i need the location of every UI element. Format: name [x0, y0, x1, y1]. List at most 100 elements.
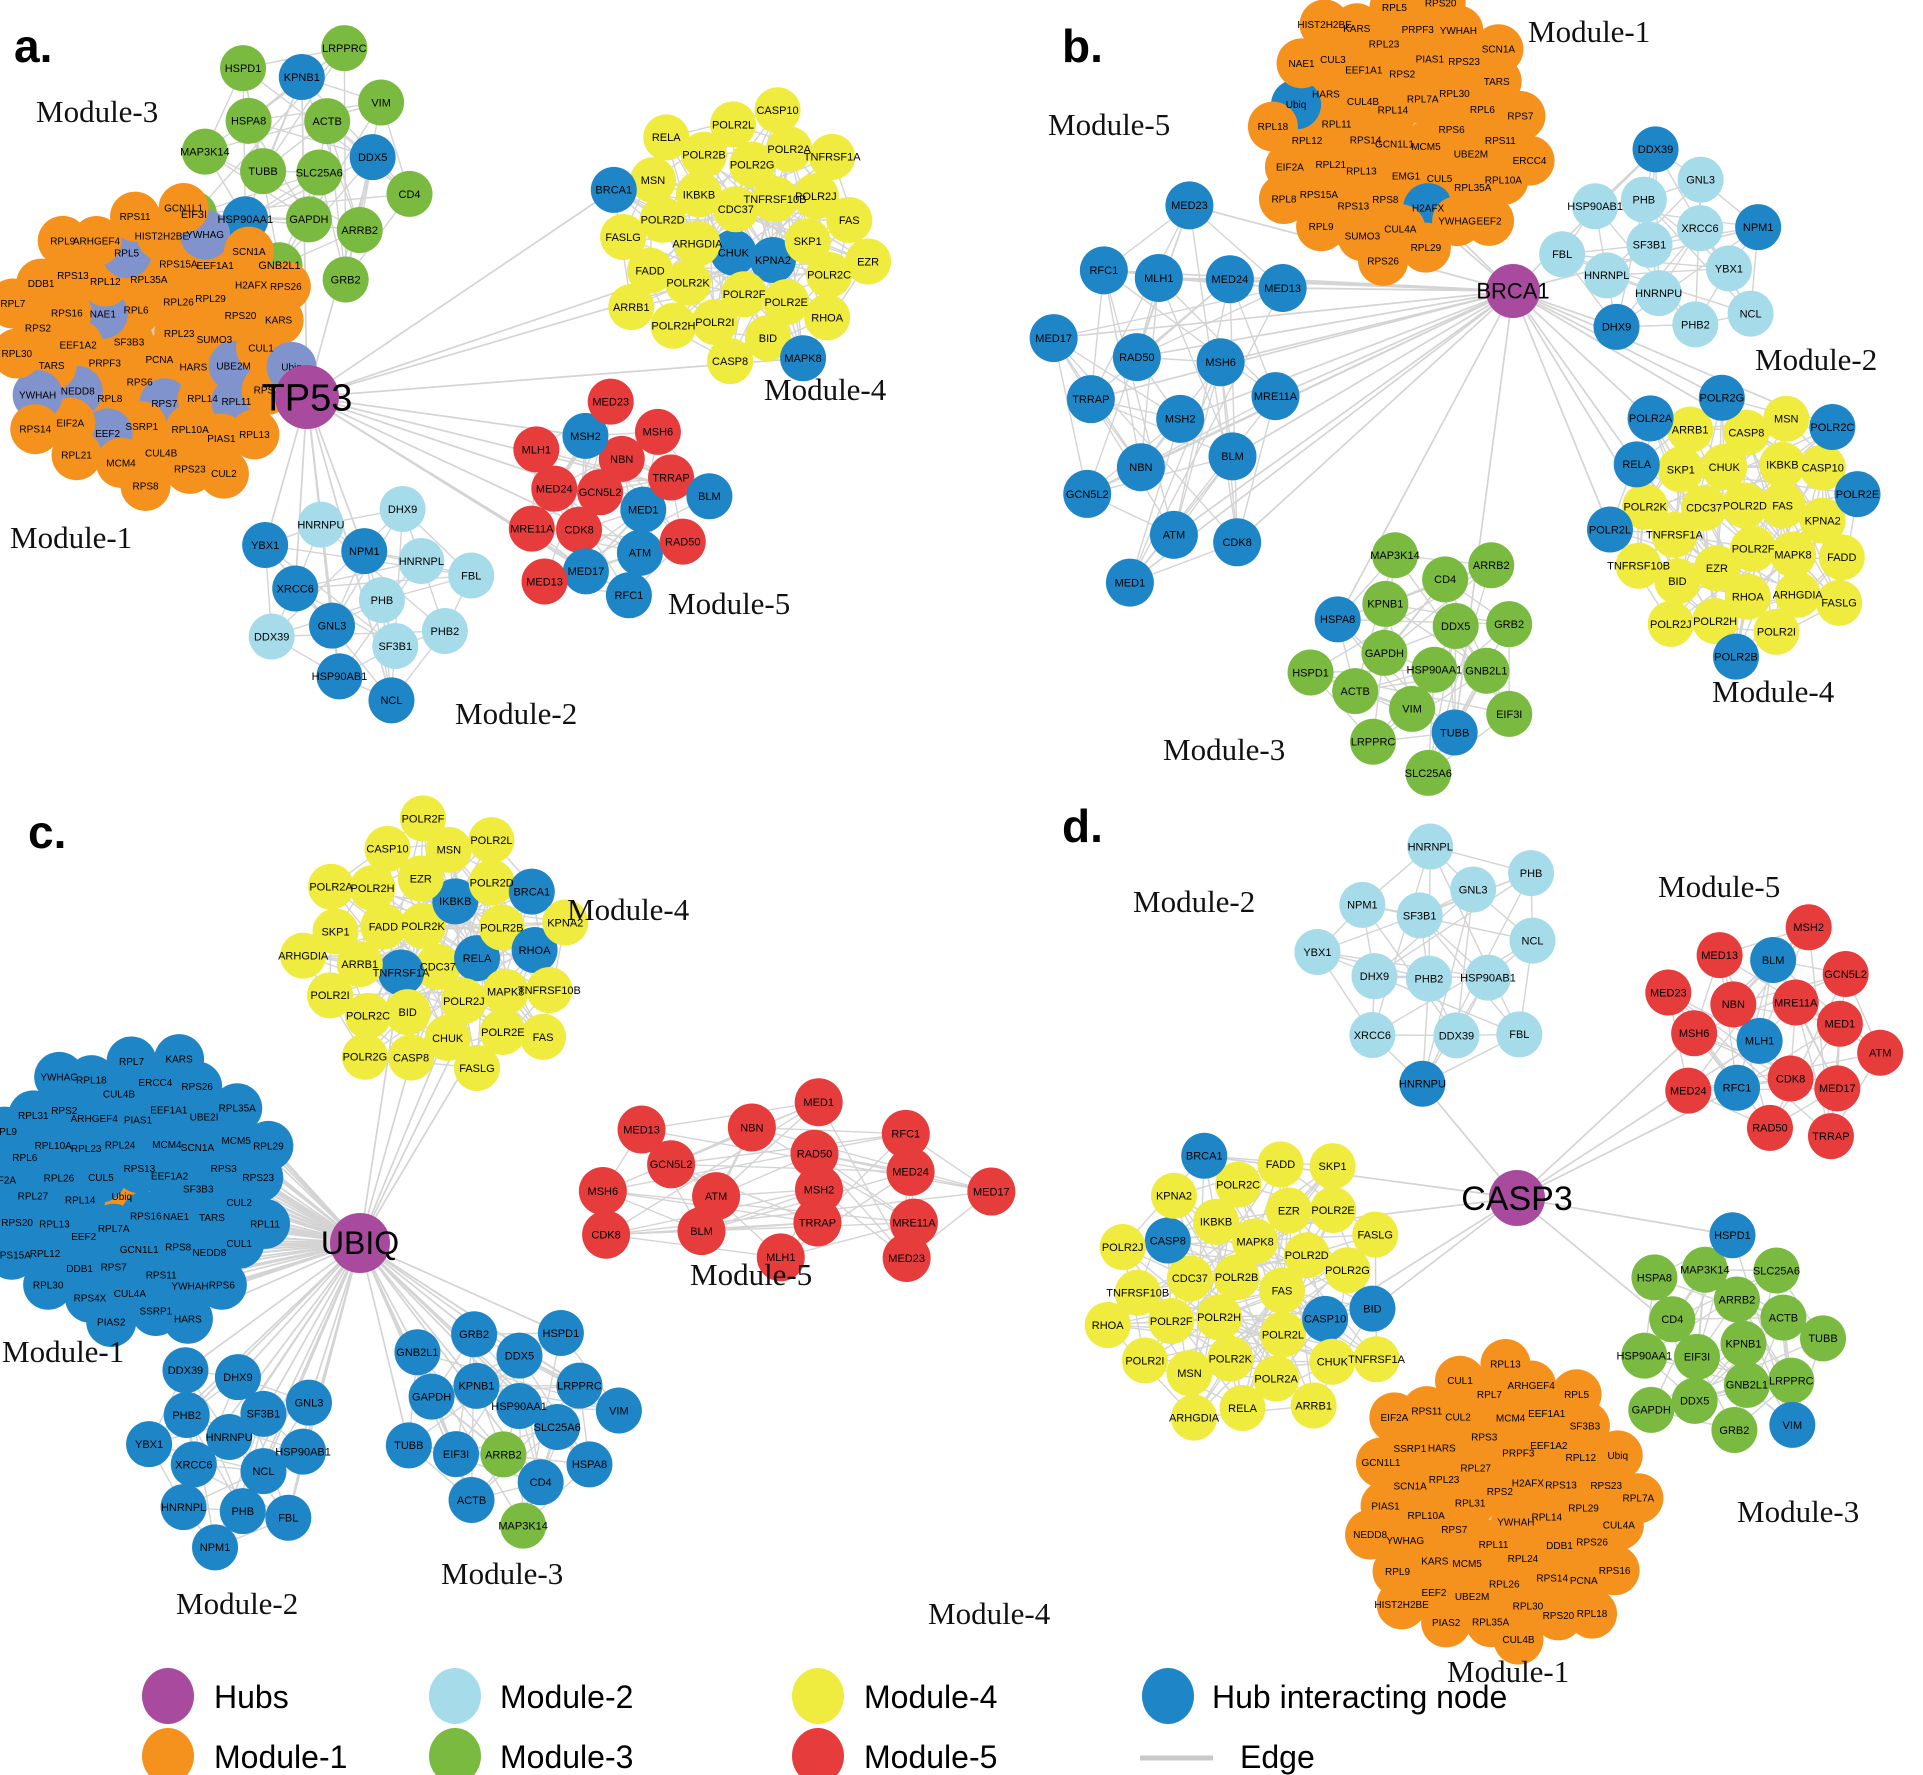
- node-MSH2: [1785, 904, 1832, 951]
- node-TNFRSF1A: [1651, 511, 1698, 558]
- node-XRCC6: [1677, 205, 1724, 252]
- node-HIST2H2BE: [1299, 0, 1350, 50]
- node-label-RHOA: RHOA: [1732, 592, 1764, 604]
- panel-b: GCN1L1 RPL14 MCM5 RPS14 RPL7A EMG1 CUL4B RPS6 RP…: [1029, 0, 1881, 796]
- edge: [1372, 939, 1533, 1036]
- node-CDK8: [1767, 1055, 1814, 1102]
- node-label-FADD: FADD: [1266, 1159, 1295, 1171]
- edge: [1052, 337, 1088, 495]
- node-label-ARRB2: ARRB2: [1719, 1294, 1756, 1306]
- node-NCL: [1509, 917, 1556, 964]
- node-FASLG: [1816, 579, 1863, 626]
- node-HSPD1: [537, 1310, 584, 1357]
- node-label-CHUK: CHUK: [1709, 462, 1741, 474]
- node-label-POLR2E: POLR2E: [764, 297, 807, 309]
- node-YBX1: [1705, 245, 1752, 292]
- node-label-RPS2: RPS2: [1487, 1487, 1514, 1498]
- node-label-MED13: MED13: [526, 576, 563, 588]
- node-label-HSP90AB1: HSP90AB1: [275, 1446, 331, 1458]
- node-CASP10: [364, 825, 411, 872]
- node-label-VIM: VIM: [1783, 1420, 1803, 1432]
- node-label-PRPF3: PRPF3: [1402, 25, 1435, 36]
- node-POLR2G: [341, 1033, 388, 1080]
- node-label-MED13: MED13: [1264, 283, 1301, 295]
- node-KPNA2: [1799, 497, 1846, 544]
- node-PHB: [358, 577, 405, 623]
- node-MRE11A: [1251, 372, 1300, 421]
- node-label-CHUK: CHUK: [718, 248, 750, 260]
- node-POLR2B: [478, 904, 525, 951]
- node-label-SF3B1: SF3B1: [378, 641, 412, 653]
- hub-edge: [184, 1242, 361, 1371]
- node-RPS15A: [0, 1229, 37, 1280]
- node-MED17: [967, 1167, 1016, 1216]
- node-POLR2K: [1622, 483, 1669, 530]
- node-label-FASLG: FASLG: [1358, 1230, 1393, 1242]
- legend-swatch-hubs: [142, 1668, 194, 1724]
- edge: [1616, 226, 1759, 328]
- node-label-POLR2C: POLR2C: [1216, 1179, 1260, 1191]
- node-FAS: [826, 197, 873, 244]
- node-MED24: [886, 1147, 935, 1196]
- node-MSN: [1763, 395, 1810, 442]
- node-HSPA8: [566, 1441, 613, 1488]
- node-label-CUL4B: CUL4B: [103, 1090, 136, 1101]
- edge: [606, 1221, 914, 1236]
- node-label-ATM: ATM: [1869, 1048, 1891, 1060]
- node-label-RPS11: RPS11: [1485, 136, 1516, 147]
- node-GNB2L1: [394, 1329, 441, 1376]
- node-label-EZR: EZR: [1706, 563, 1728, 575]
- hub-edges-layer: [1053, 103, 1858, 733]
- node-HNRNPU: [297, 501, 344, 548]
- node-POLR2E: [1834, 471, 1881, 518]
- node-NPM1: [341, 528, 388, 575]
- node-label-CD4: CD4: [1434, 574, 1456, 586]
- node-label-MCM5: MCM5: [1411, 142, 1441, 153]
- node-label-GRB2: GRB2: [331, 274, 361, 286]
- node-label-SLC25A6: SLC25A6: [296, 167, 343, 179]
- node-label-EEF1A2: EEF1A2: [151, 1171, 189, 1182]
- panel-d: PHB2 SF3B1 HSP90AB1 DHX9 GNL3 DDX39 NPM1 NCL XRC…: [928, 800, 1904, 1689]
- node-label-MSN: MSN: [1774, 414, 1799, 426]
- node-label-RPL14: RPL14: [65, 1196, 96, 1207]
- node-CDC37: [712, 186, 759, 233]
- module-label-Module-1: Module-1: [2, 1334, 124, 1369]
- edge: [751, 1126, 992, 1193]
- node-NCL: [368, 677, 415, 724]
- node-label-NAE1: NAE1: [90, 309, 117, 320]
- node-BRCA1: [590, 166, 637, 213]
- node-label-MRE11A: MRE11A: [892, 1218, 936, 1230]
- node-label-RPL26: RPL26: [44, 1174, 75, 1185]
- node-label-POLR2L: POLR2L: [712, 119, 754, 131]
- node-POLR2K: [400, 902, 447, 949]
- node-SF3B1: [240, 1390, 287, 1437]
- node-label-NEDD8: NEDD8: [61, 386, 95, 397]
- node-label-HNRNPL: HNRNPL: [1584, 270, 1629, 282]
- node-GCN5L2: [647, 1140, 696, 1189]
- node-label-EIF3I: EIF3I: [1684, 1352, 1710, 1364]
- node-label-MLH1: MLH1: [522, 444, 551, 456]
- node-label-SUMO3: SUMO3: [1345, 232, 1381, 243]
- node-VIM: [1769, 1401, 1816, 1448]
- node-label-RPS26: RPS26: [270, 282, 302, 293]
- node-label-RPL11: RPL11: [1322, 120, 1352, 131]
- node-SKP1: [784, 218, 831, 265]
- node-label-RPL27: RPL27: [1460, 1463, 1491, 1474]
- node-RPL18: [1247, 101, 1298, 152]
- hub-label-UBIQ: UBIQ: [321, 1225, 399, 1261]
- node-label-MSH2: MSH2: [570, 431, 601, 443]
- edge: [326, 121, 347, 280]
- node-label-TRRAP: TRRAP: [1812, 1131, 1849, 1143]
- node-label-RPL30: RPL30: [33, 1280, 64, 1291]
- node-label-HSP90AA1: HSP90AA1: [1407, 665, 1463, 677]
- node-EZR: [397, 855, 444, 902]
- node-RPS26: [1358, 235, 1409, 286]
- node-label-RPL5: RPL5: [1564, 1390, 1589, 1401]
- node-MSH6: [1671, 1010, 1718, 1057]
- node-CD4: [386, 170, 433, 217]
- node-label-NCL: NCL: [1740, 309, 1762, 321]
- edge: [1107, 1289, 1283, 1326]
- node-GAPDH: [408, 1373, 455, 1420]
- node-label-YWHAH: YWHAH: [1497, 1517, 1534, 1528]
- edge: [476, 1385, 620, 1412]
